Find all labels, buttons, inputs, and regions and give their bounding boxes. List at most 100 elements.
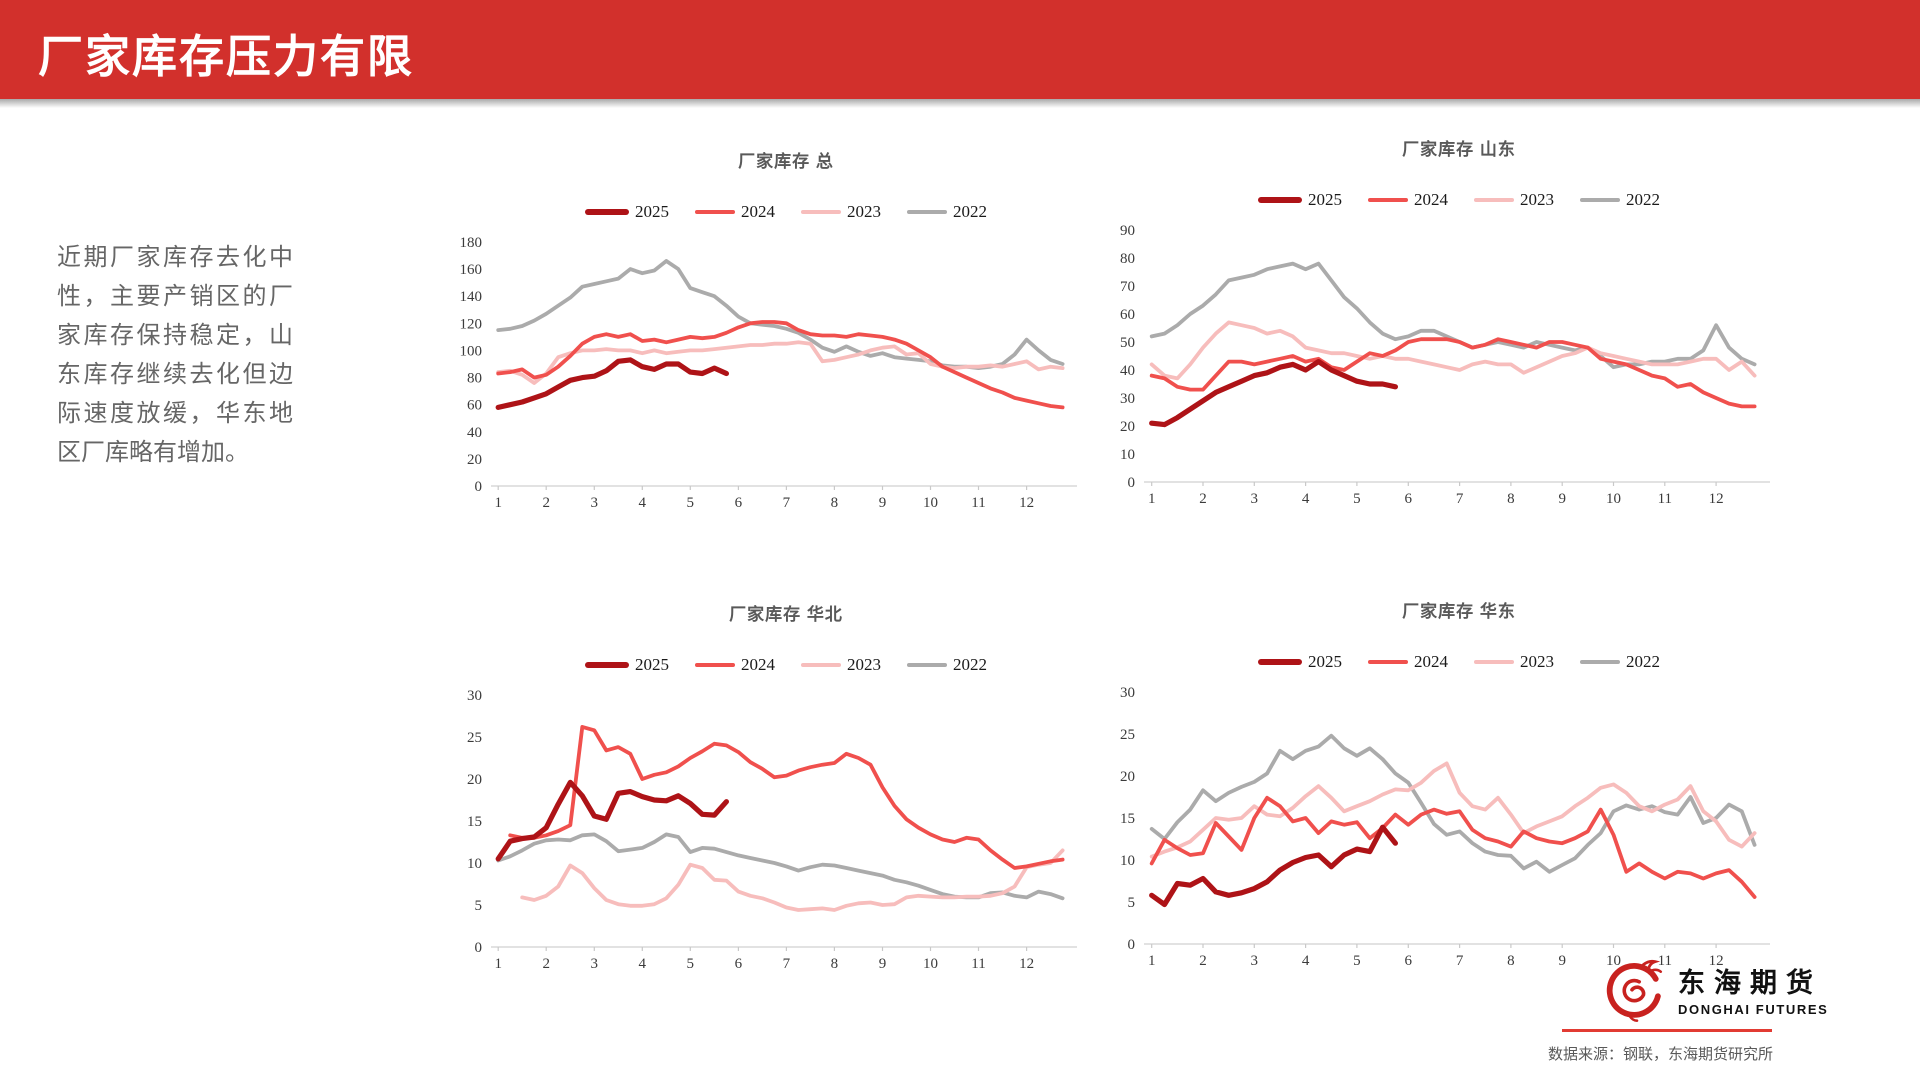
svg-text:50: 50 [1120,335,1135,351]
svg-text:20: 20 [1120,419,1135,435]
svg-text:8: 8 [831,956,839,972]
legend-swatch-2023 [801,663,841,667]
svg-text:9: 9 [879,956,887,972]
svg-text:60: 60 [467,398,482,414]
svg-text:120: 120 [460,316,483,332]
data-source-note: 数据来源：钢联，东海期货研究所 [1547,1046,1773,1063]
svg-text:10: 10 [1120,447,1135,463]
svg-text:11: 11 [1658,491,1672,507]
svg-text:2: 2 [542,495,550,511]
legend-label: 2025 [635,655,669,674]
svg-text:11: 11 [971,495,985,511]
legend-swatch-2025 [585,209,629,215]
legend-item-2024: 2024 [1368,652,1448,672]
dragon-logo-icon [1606,959,1663,1022]
svg-text:7: 7 [783,956,791,972]
svg-text:7: 7 [1456,953,1464,969]
svg-text:25: 25 [1120,727,1135,743]
legend-item-2025: 2025 [585,202,669,222]
legend-swatch-2022 [907,663,947,667]
svg-text:60: 60 [1120,307,1135,323]
chart-title: 厂家库存 华北 [729,605,843,624]
svg-text:4: 4 [1302,953,1310,969]
svg-text:4: 4 [639,495,647,511]
svg-text:4: 4 [1302,491,1310,507]
svg-text:0: 0 [1128,475,1136,491]
svg-text:7: 7 [1456,491,1464,507]
svg-text:11: 11 [971,956,985,972]
legend-item-2022: 2022 [907,202,987,222]
svg-text:12: 12 [1709,491,1724,507]
svg-text:12: 12 [1019,956,1034,972]
legend-label: 2023 [847,655,881,674]
svg-text:5: 5 [687,956,695,972]
svg-text:2: 2 [542,956,550,972]
svg-text:140: 140 [460,289,483,305]
svg-text:10: 10 [467,856,482,872]
chart-factory-inventory-north-china: 厂家库存 华北 2025 2024 2023 2022 1 2 3 4 5 6 7 8 9 10 1… [445,600,1085,983]
svg-text:11: 11 [1658,953,1672,969]
legend-item-2023: 2023 [1474,652,1554,672]
svg-text:20: 20 [1120,769,1135,785]
legend-swatch-2025 [1258,197,1302,203]
svg-text:5: 5 [1353,953,1361,969]
svg-text:8: 8 [1507,953,1515,969]
footer-divider [1562,1029,1772,1032]
legend-item-2022: 2022 [1580,190,1660,210]
legend-item-2025: 2025 [1258,190,1342,210]
svg-text:30: 30 [1120,685,1135,701]
legend-item-2025: 2025 [585,655,669,675]
logo-text: 东海期货 DONGHAI FUTURES [1678,961,1828,1017]
svg-text:1: 1 [494,956,502,972]
svg-text:10: 10 [1606,491,1621,507]
legend-label: 2023 [1520,190,1554,209]
legend-label: 2023 [1520,652,1554,671]
svg-text:10: 10 [923,956,938,972]
chart-factory-inventory-east-china: 厂家库存 华东 2025 2024 2023 2022 1 2 3 4 5 6 7 8 9 10 1… [1098,597,1778,980]
svg-text:0: 0 [1128,937,1136,953]
svg-text:9: 9 [879,495,887,511]
svg-text:10: 10 [923,495,938,511]
svg-text:70: 70 [1120,279,1135,295]
chart-legend: 2025 2024 2023 2022 [1098,190,1778,210]
svg-text:3: 3 [1251,491,1259,507]
svg-text:3: 3 [591,956,599,972]
legend-label: 2022 [953,202,987,221]
legend-item-2023: 2023 [801,202,881,222]
legend-label: 2025 [635,202,669,221]
svg-text:8: 8 [831,495,839,511]
legend-swatch-2022 [1580,660,1620,664]
legend-item-2023: 2023 [801,655,881,675]
svg-text:0: 0 [475,940,483,956]
legend-label: 2024 [1414,190,1448,209]
legend-label: 2022 [1626,190,1660,209]
legend-swatch-2024 [1368,198,1408,202]
svg-text:40: 40 [467,425,482,441]
svg-text:0: 0 [475,479,483,495]
svg-text:2: 2 [1199,953,1207,969]
legend-swatch-2024 [1368,660,1408,664]
legend-swatch-2024 [695,663,735,667]
logo-cn: 东海期货 [1678,968,1822,998]
chart-factory-inventory-total: 厂家库存 总 2025 2024 2023 2022 1 2 3 4 5 6 7 8 9 10 11… [445,147,1085,522]
svg-text:15: 15 [467,814,482,830]
legend-label: 2024 [741,655,775,674]
svg-text:20: 20 [467,772,482,788]
chart-title: 厂家库存 华东 [1402,602,1516,621]
legend-item-2022: 2022 [907,655,987,675]
svg-text:6: 6 [735,495,743,511]
chart-legend: 2025 2024 2023 2022 [445,202,1085,222]
legend-label: 2024 [741,202,775,221]
legend-item-2025: 2025 [1258,652,1342,672]
svg-text:7: 7 [783,495,791,511]
svg-text:100: 100 [460,343,483,359]
legend-swatch-2023 [1474,198,1514,202]
svg-text:12: 12 [1709,953,1724,969]
legend-swatch-2022 [907,210,947,214]
svg-text:180: 180 [460,235,483,251]
legend-item-2024: 2024 [695,202,775,222]
page-title: 厂家库存压力有限 [38,31,415,82]
